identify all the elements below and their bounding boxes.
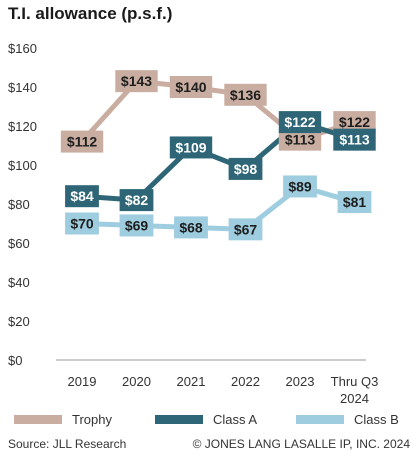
y-tick-label: $120 — [8, 119, 37, 134]
data-label: $109 — [175, 139, 206, 155]
chart-title: T.I. allowance (p.s.f.) — [8, 4, 173, 23]
data-point-marker — [119, 189, 154, 212]
y-tick-label: $60 — [8, 236, 30, 251]
y-tick-label: $100 — [8, 158, 37, 173]
data-point-marker — [119, 214, 154, 237]
data-point-marker — [224, 83, 267, 106]
legend-label-trophy: Trophy — [72, 412, 112, 427]
legend: Trophy Class A Class B — [0, 412, 418, 432]
x-tick-label: 2024 — [340, 391, 369, 406]
legend-item-class-b: Class B — [296, 412, 399, 427]
data-label: $113 — [285, 132, 316, 148]
data-label: $81 — [343, 194, 367, 210]
x-tick-label: 2023 — [286, 374, 315, 389]
y-tick-label: $0 — [8, 353, 22, 368]
y-tick-label: $20 — [8, 314, 30, 329]
data-point-marker — [333, 111, 376, 134]
data-label: $113 — [339, 132, 370, 148]
y-tick-label: $40 — [8, 275, 30, 290]
data-label: $136 — [230, 87, 261, 103]
x-tick-label: 2021 — [177, 374, 206, 389]
data-point-marker — [169, 136, 213, 159]
data-point-marker — [60, 130, 104, 153]
x-tick-label: 2019 — [68, 374, 97, 389]
line-chart: $0 $20 $40 $60 $80 $100 $120 $140 $160 2019 2020 20… — [8, 41, 379, 406]
legend-swatch-class-b — [296, 415, 344, 424]
data-label: $84 — [70, 188, 94, 204]
source-note: Source: JLL Research — [8, 437, 127, 451]
data-point-marker — [278, 111, 322, 134]
data-label: $112 — [67, 134, 98, 150]
data-point-marker — [278, 128, 322, 151]
data-point-marker — [65, 212, 99, 235]
data-point-marker — [337, 191, 372, 214]
data-point-marker — [115, 70, 158, 93]
x-tick-label: 2020 — [122, 374, 151, 389]
legend-label-class-b: Class B — [354, 412, 399, 427]
copyright-note: © JONES LANG LASALLE IP, INC. 2024 — [192, 437, 410, 451]
data-label: $140 — [175, 79, 206, 95]
data-label: $70 — [70, 216, 94, 232]
data-point-marker — [283, 175, 317, 198]
y-tick-label: $80 — [8, 197, 30, 212]
data-point-marker — [174, 216, 208, 239]
legend-item-class-a: Class A — [155, 412, 257, 427]
legend-swatch-trophy — [14, 415, 62, 424]
data-point-marker — [228, 157, 263, 180]
data-label: $67 — [234, 221, 258, 237]
y-tick-label: $140 — [8, 80, 37, 95]
data-label: $143 — [121, 73, 152, 89]
data-label: $122 — [339, 114, 370, 130]
legend-item-trophy: Trophy — [14, 412, 112, 427]
data-point-marker — [169, 76, 213, 98]
data-label: $122 — [284, 114, 315, 130]
legend-label-class-a: Class A — [213, 412, 258, 427]
data-label: $89 — [288, 178, 312, 194]
legend-swatch-class-a — [155, 415, 203, 424]
data-label: $68 — [179, 219, 203, 235]
data-label: $98 — [234, 161, 258, 177]
data-point-marker — [333, 128, 376, 151]
data-label: $82 — [125, 192, 149, 208]
data-point-marker — [65, 185, 99, 208]
x-tick-label: Thru Q3 — [331, 374, 379, 389]
y-tick-label: $160 — [8, 41, 37, 56]
x-tick-label: 2022 — [231, 374, 260, 389]
data-label: $69 — [125, 217, 149, 233]
data-point-marker — [228, 218, 263, 241]
